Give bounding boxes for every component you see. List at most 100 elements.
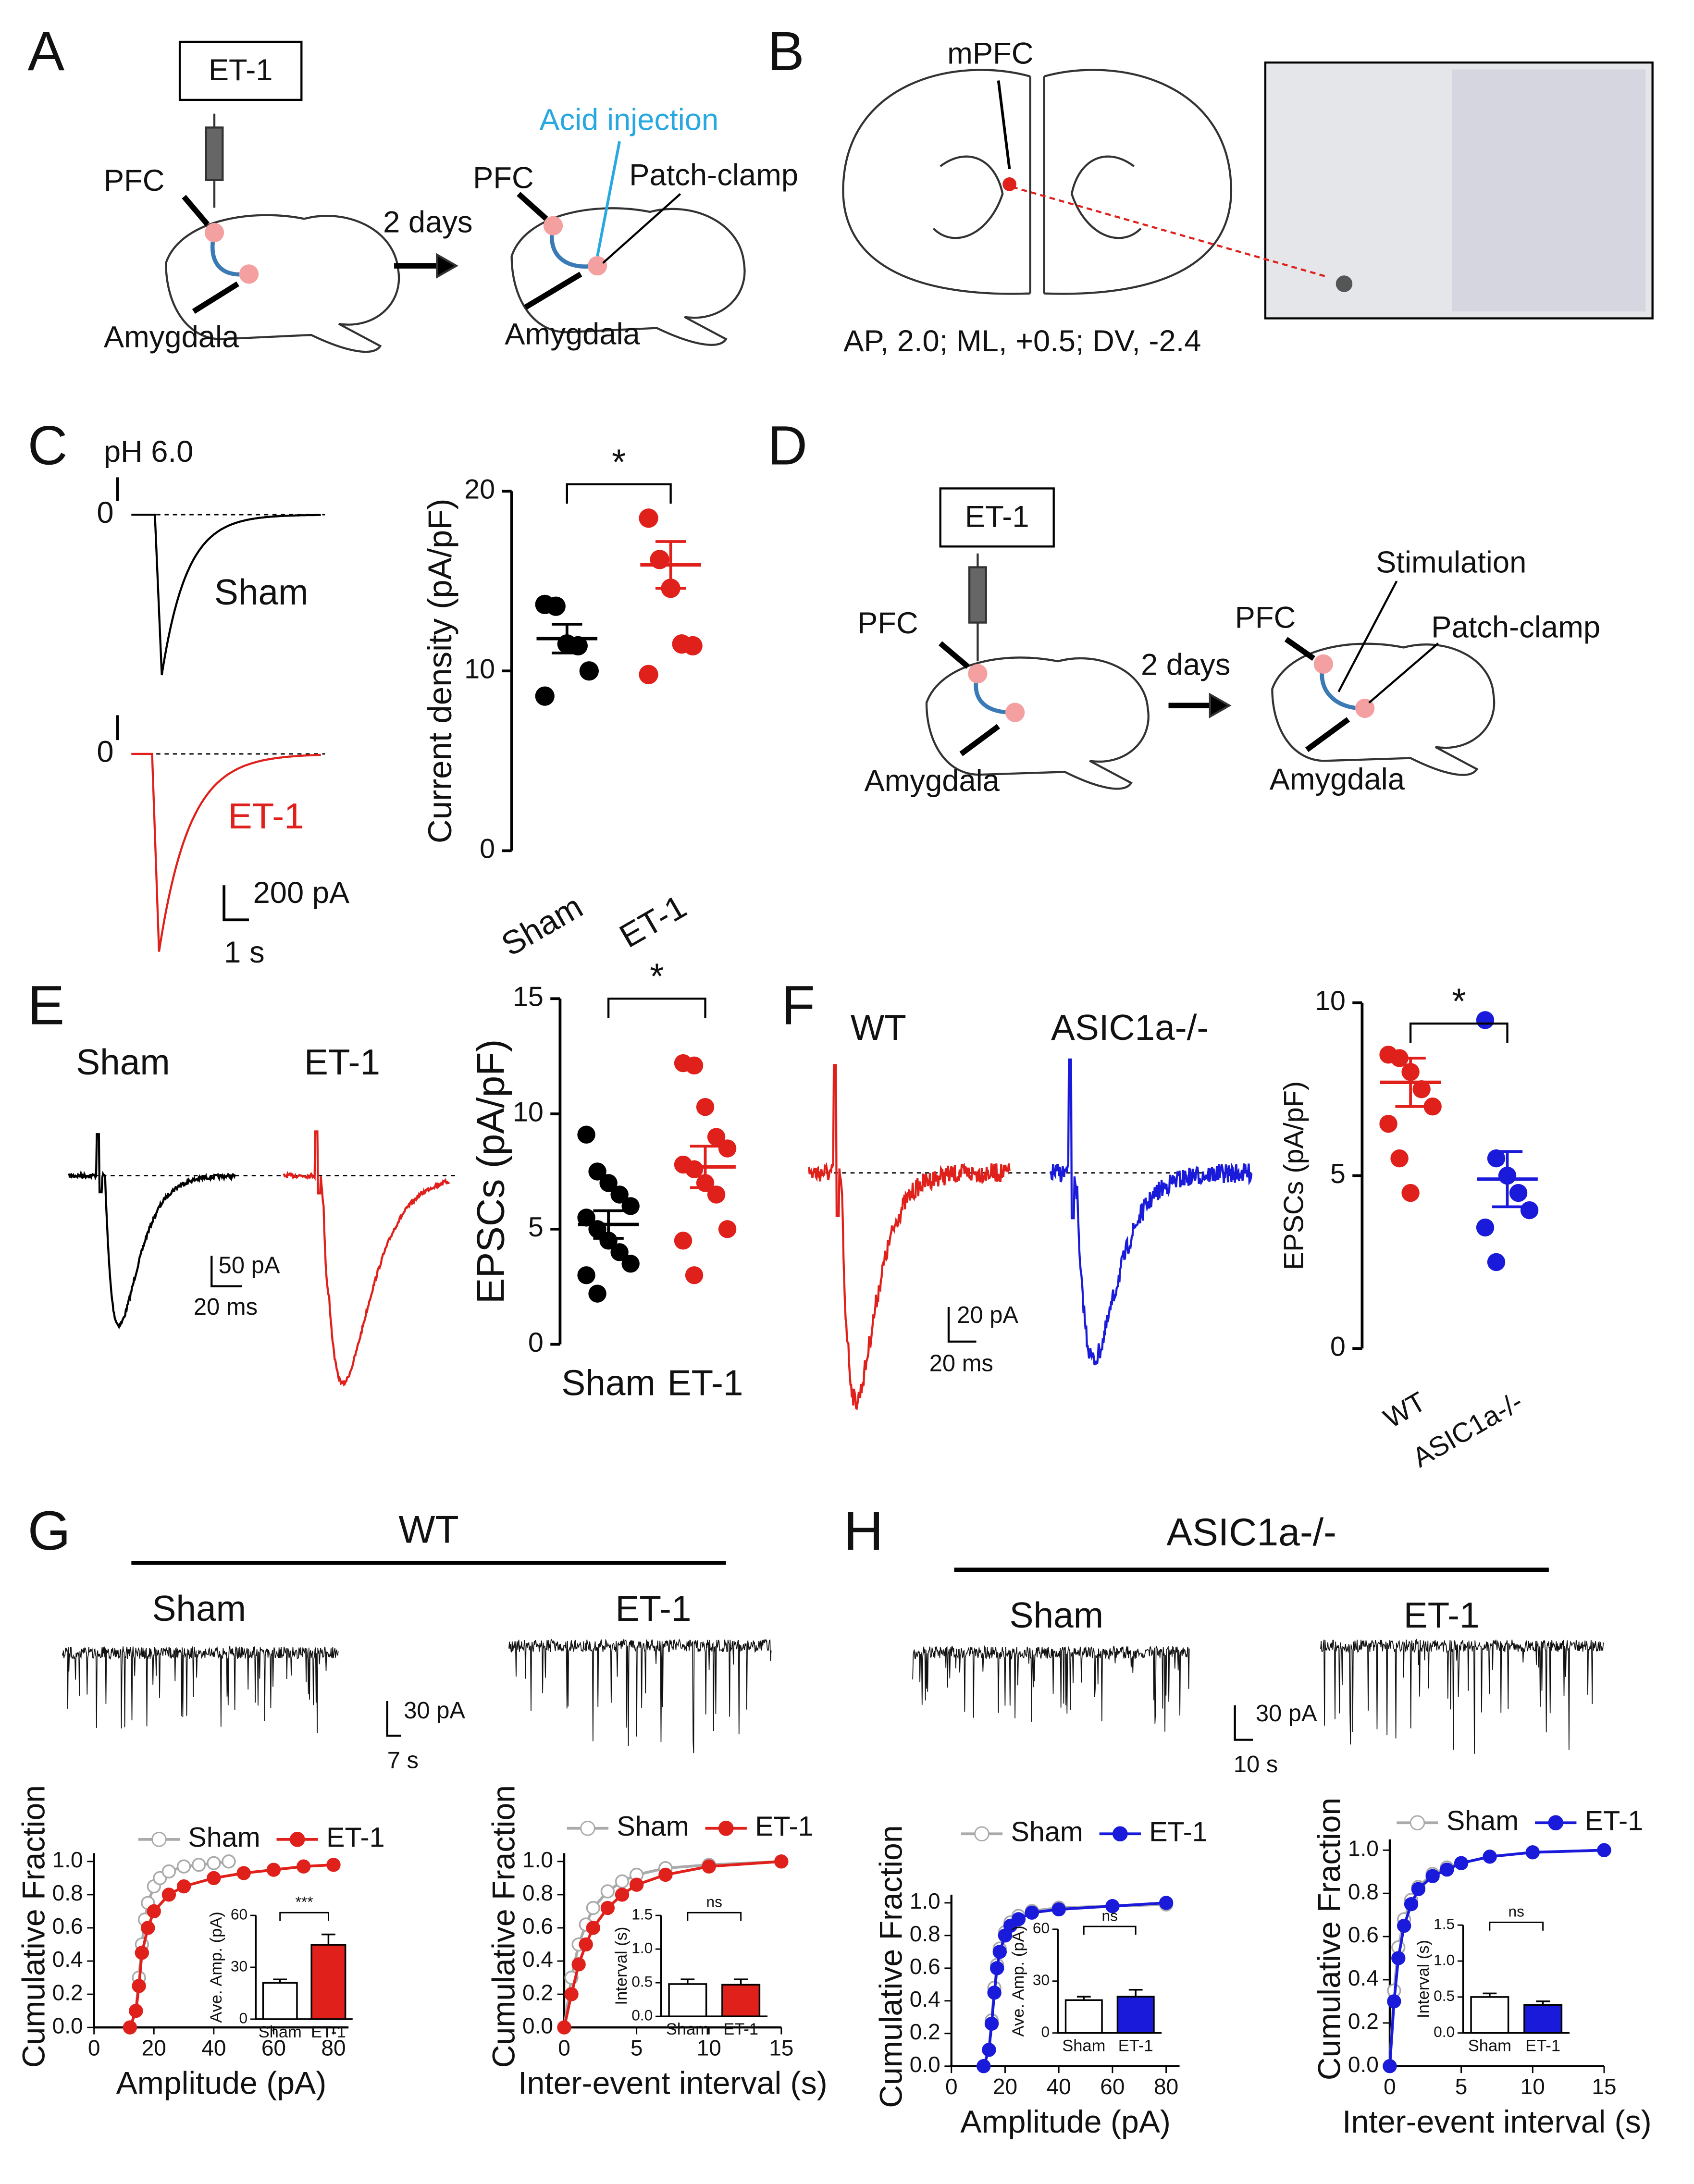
legend-marker bbox=[580, 1820, 595, 1836]
x-tick-label: 80 bbox=[1154, 2074, 1178, 2099]
inset-bar bbox=[668, 1983, 707, 2017]
scale-bar bbox=[223, 885, 249, 922]
series-line bbox=[128, 1863, 334, 2028]
data-point bbox=[579, 661, 599, 681]
data-point bbox=[557, 2020, 571, 2035]
scale-label: 1 s bbox=[224, 936, 264, 969]
y-tick-label: 0 bbox=[528, 1327, 544, 1358]
trace bbox=[808, 1064, 1011, 1411]
syringe bbox=[205, 126, 224, 181]
data-point bbox=[696, 1098, 715, 1116]
y-axis-label: Cumulative Fraction bbox=[873, 1825, 909, 2108]
data-point bbox=[702, 1859, 716, 1874]
inset-x-tick-label: Sham bbox=[666, 2020, 709, 2038]
data-point bbox=[176, 1859, 191, 1874]
y-tick-label: 0.4 bbox=[522, 1947, 553, 1972]
trace bbox=[912, 1645, 1190, 1732]
y-tick-label: 0 bbox=[1330, 1331, 1346, 1362]
syringe bbox=[968, 566, 987, 624]
data-point bbox=[718, 1220, 737, 1238]
x-tick-label: ASIC1a-/- bbox=[1408, 1386, 1528, 1474]
data-point bbox=[987, 1986, 1002, 2000]
y-tick-label: 0.4 bbox=[1348, 1965, 1379, 1990]
y-tick-label: 1.0 bbox=[910, 1888, 940, 1913]
site bbox=[239, 264, 259, 284]
legend-label: ET-1 bbox=[1149, 1817, 1208, 1848]
region-label: mPFC bbox=[947, 37, 1033, 70]
inset-bar bbox=[1523, 2004, 1563, 2034]
error-bar bbox=[321, 1933, 335, 1945]
y-tick-label: 0.4 bbox=[910, 1987, 940, 2011]
pointer bbox=[1337, 580, 1398, 692]
scale-label: 20 ms bbox=[929, 1351, 993, 1377]
inset-bar bbox=[1064, 1999, 1103, 2034]
significance-bracket bbox=[566, 483, 672, 504]
y-tick-label: 0.8 bbox=[52, 1880, 83, 1905]
panel-label: A bbox=[28, 21, 65, 82]
x-tick-label: Sham bbox=[561, 1363, 655, 1403]
series-line bbox=[1388, 1849, 1605, 2066]
data-point bbox=[222, 1854, 236, 1869]
trace bbox=[1320, 1639, 1604, 1754]
error-bar bbox=[1536, 2000, 1550, 2005]
x-tick-label: 40 bbox=[1047, 2074, 1071, 2099]
inset-y-axis-label: Interval (s) bbox=[1414, 1940, 1433, 2018]
data-point bbox=[1520, 1201, 1539, 1220]
legend-label: Sham bbox=[617, 1811, 689, 1842]
region-label: PFC bbox=[104, 164, 165, 197]
data-point bbox=[586, 1900, 600, 1915]
data-point bbox=[1597, 1843, 1611, 1857]
group-label: ASIC1a-/- bbox=[1166, 1511, 1336, 1554]
inset-y-tick-label: 1.5 bbox=[631, 1905, 653, 1923]
region-label: Amygdala bbox=[104, 320, 239, 354]
scale-bar bbox=[210, 1256, 242, 1287]
y-tick-label: 0.8 bbox=[1348, 1879, 1379, 1904]
data-point bbox=[600, 1900, 615, 1915]
trace-label: ET-1 bbox=[304, 1042, 380, 1082]
scale-label: 20 pA bbox=[957, 1302, 1018, 1328]
traces bbox=[62, 513, 1604, 1754]
inset-x-tick-label: Sham bbox=[259, 2023, 302, 2041]
x-tick-label: 15 bbox=[769, 2035, 793, 2060]
data-point bbox=[1423, 1098, 1442, 1116]
trace bbox=[131, 513, 321, 676]
x-tick-label: 0 bbox=[1384, 2074, 1396, 2099]
data-point bbox=[685, 1056, 704, 1075]
data-point bbox=[135, 1946, 149, 1960]
trace bbox=[68, 1133, 236, 1330]
inset-y-tick-label: 30 bbox=[1033, 1971, 1050, 1988]
panel-labels: A B C D E F G H bbox=[28, 21, 884, 1562]
trace-label: Sham bbox=[152, 1588, 246, 1629]
group-label: WT bbox=[398, 1508, 458, 1551]
data-point bbox=[1509, 1184, 1528, 1202]
panel-label: G bbox=[28, 1500, 71, 1562]
data-point bbox=[600, 1884, 615, 1899]
data-point bbox=[579, 1937, 593, 1952]
data-point bbox=[568, 636, 588, 656]
x-tick-label: 0 bbox=[88, 2035, 100, 2060]
data-point bbox=[1025, 1905, 1039, 1920]
x-tick-label: 10 bbox=[1521, 2074, 1545, 2099]
inset-x-tick-label: Sham bbox=[1062, 2037, 1105, 2055]
data-point bbox=[610, 1185, 629, 1204]
y-axis-label: Current density (pA/pF) bbox=[421, 498, 458, 843]
label-box bbox=[178, 40, 303, 101]
annotation: Patch-clamp bbox=[1431, 611, 1600, 644]
x-tick-label: 10 bbox=[697, 2035, 721, 2060]
data-point bbox=[639, 508, 658, 528]
y-tick-label: 0.6 bbox=[522, 1913, 553, 1938]
significance-bracket bbox=[607, 998, 706, 1018]
inset-y-tick-label: 0.0 bbox=[631, 2007, 653, 2024]
y-tick-label: 10 bbox=[1315, 986, 1346, 1016]
panel-label: H bbox=[843, 1500, 883, 1562]
histology-tissue bbox=[1452, 69, 1646, 312]
legend-marker bbox=[1548, 1815, 1564, 1831]
data-point bbox=[161, 1888, 176, 1902]
region-label: Amygdala bbox=[505, 318, 640, 351]
x-tick-label: 40 bbox=[201, 2035, 226, 2060]
data-point bbox=[535, 686, 555, 706]
sem-bar bbox=[552, 623, 582, 654]
data-point bbox=[1476, 1011, 1495, 1029]
